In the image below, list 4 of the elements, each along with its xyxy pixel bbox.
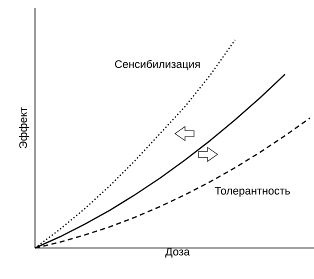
series-label: Сенсибилизация [115, 60, 200, 70]
y-axis-title: Эффект [18, 107, 30, 148]
series-label: Толерантность [214, 186, 290, 197]
x-axis-title: Доза [165, 248, 190, 258]
